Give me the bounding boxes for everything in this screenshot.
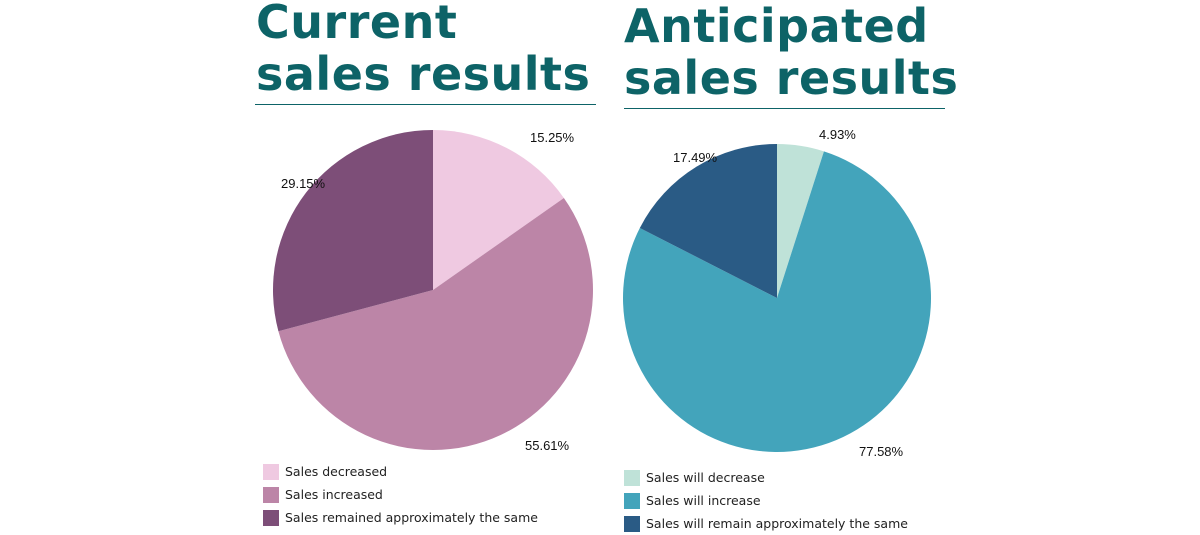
data-label-sales-will-remain-approximately-the-same: 17.49% xyxy=(673,150,718,165)
data-label-sales-decreased: 15.25% xyxy=(530,130,575,145)
anticipated-title-line-2: sales results xyxy=(624,51,959,105)
legend-item-will-decrease: Sales will decrease xyxy=(624,466,908,489)
current-sales-title: Current sales results xyxy=(256,0,590,100)
current-title-line-2: sales results xyxy=(256,47,591,101)
anticipated-sales-title: Anticipated sales results xyxy=(624,0,958,104)
anticipated-sales-pie-chart: 4.93% 77.58% 17.49% xyxy=(623,127,932,459)
legend-label: Sales remained approximately the same xyxy=(285,510,538,525)
legend-item-will-remain: Sales will remain approximately the same xyxy=(624,512,908,535)
data-label-sales-increased: 55.61% xyxy=(525,438,570,453)
current-title-underline xyxy=(255,104,596,105)
current-sales-pie-chart: 15.25% 55.61% 29.15% xyxy=(272,130,593,453)
current-title-line-1: Current xyxy=(256,0,458,49)
legend-label: Sales will remain approximately the same xyxy=(646,516,908,531)
anticipated-title-line-1: Anticipated xyxy=(624,0,929,53)
legend-item-sales-same: Sales remained approximately the same xyxy=(263,506,538,529)
legend-item-sales-increased: Sales increased xyxy=(263,483,538,506)
data-label-sales-will-increase: 77.58% xyxy=(859,444,904,459)
legend-label: Sales decreased xyxy=(285,464,388,479)
legend-swatch xyxy=(263,509,279,526)
legend-item-will-increase: Sales will increase xyxy=(624,489,908,512)
pie-slice-sales-remained-approximately-the-same xyxy=(272,130,433,332)
pie-slice-sales-increased xyxy=(278,197,593,450)
pie-slice-sales-decreased xyxy=(433,130,564,290)
legend-swatch xyxy=(624,515,640,532)
pie-slice-sales-will-increase xyxy=(623,151,932,453)
legend-swatch xyxy=(624,492,640,509)
legend-swatch xyxy=(263,486,279,503)
anticipated-sales-legend: Sales will decrease Sales will increase … xyxy=(624,466,908,535)
legend-label: Sales will decrease xyxy=(646,470,765,485)
legend-label: Sales increased xyxy=(285,487,383,502)
anticipated-title-underline xyxy=(624,108,945,109)
legend-item-sales-decreased: Sales decreased xyxy=(263,460,538,483)
data-label-sales-will-decrease: 4.93% xyxy=(819,127,856,142)
current-sales-legend: Sales decreased Sales increased Sales re… xyxy=(263,460,538,529)
data-label-sales-remained-approximately-the-same: 29.15% xyxy=(281,176,326,191)
legend-swatch xyxy=(624,469,640,486)
legend-label: Sales will increase xyxy=(646,493,761,508)
legend-swatch xyxy=(263,463,279,480)
pie-slice-sales-will-decrease xyxy=(777,144,824,298)
pie-slice-sales-will-remain-approximately-the-same xyxy=(639,144,777,298)
